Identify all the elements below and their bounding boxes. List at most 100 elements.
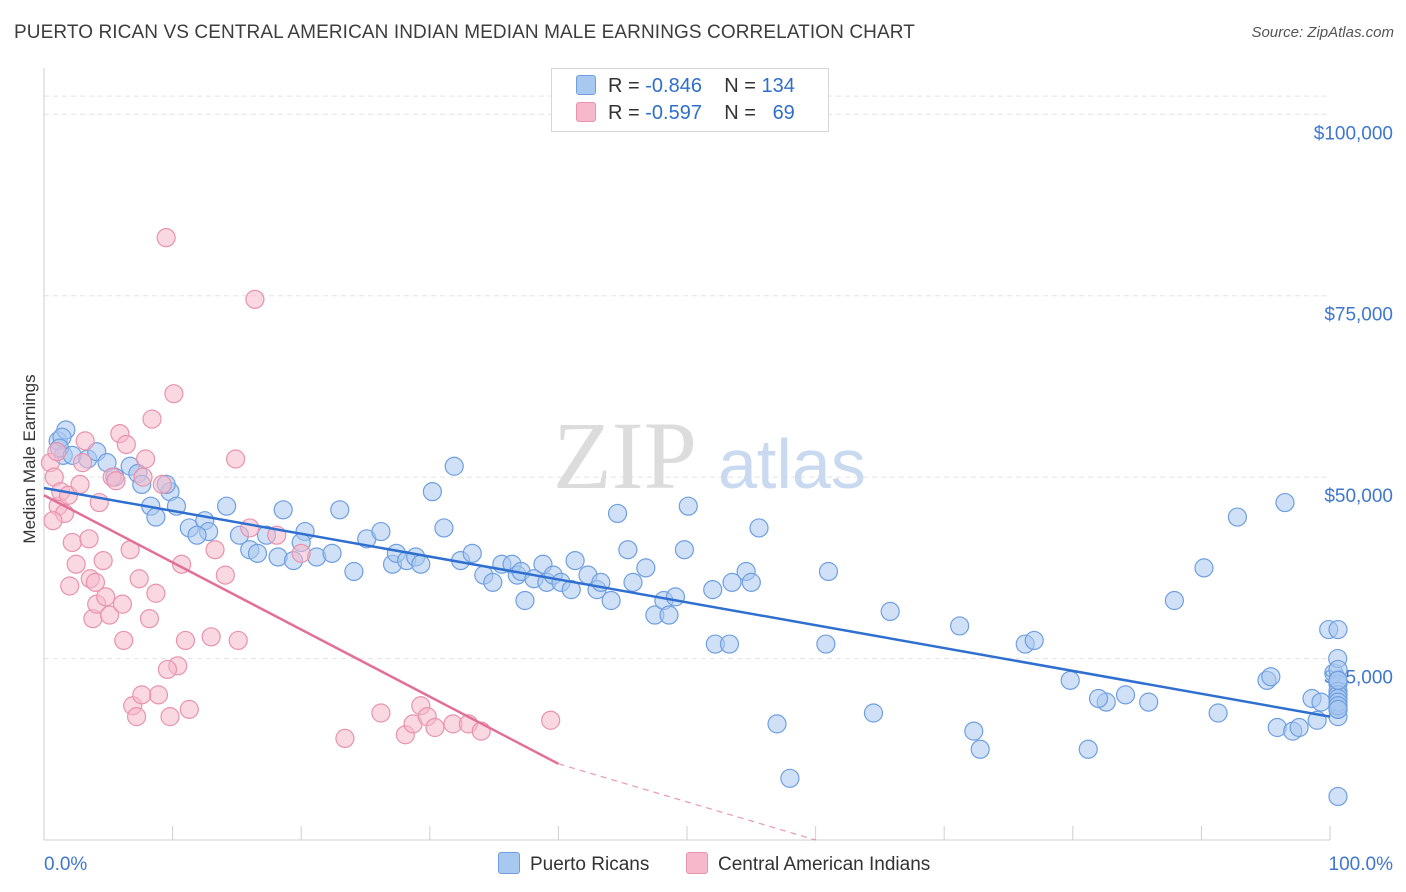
point-puerto-ricans: [964, 721, 984, 741]
legend-swatch-central-american-indians: [576, 102, 596, 122]
point-central-american-indians: [60, 576, 80, 596]
point-puerto-ricans: [623, 572, 643, 592]
point-puerto-ricans: [1328, 786, 1348, 807]
point-puerto-ricans: [749, 518, 769, 538]
legend-n-value: 134: [761, 75, 795, 97]
point-puerto-ricans: [863, 703, 884, 723]
correlation-legend: R = -0.846 N = 134 R = -0.597 N = 69: [551, 68, 829, 132]
chart-source: Source: ZipAtlas.com: [1251, 24, 1394, 41]
point-puerto-ricans: [970, 739, 990, 759]
trendline-extension-central-american-indians: [558, 763, 816, 841]
point-puerto-ricans: [950, 616, 970, 636]
point-central-american-indians: [226, 449, 246, 469]
point-puerto-ricans: [1088, 688, 1109, 709]
point-puerto-ricans: [344, 561, 364, 582]
point-puerto-ricans: [1311, 692, 1331, 712]
series-label-central-american-indians: Central American Indians: [718, 854, 931, 875]
point-central-american-indians: [146, 583, 166, 603]
legend-n-value: 69: [772, 102, 795, 124]
point-puerto-ricans: [462, 543, 482, 563]
point-puerto-ricans: [722, 572, 742, 592]
point-central-american-indians: [99, 605, 120, 625]
legend-row-puerto-ricans: R = -0.846 N = 134: [576, 75, 795, 99]
point-central-american-indians: [114, 630, 134, 651]
point-puerto-ricans: [434, 518, 454, 538]
point-central-american-indians: [85, 572, 106, 592]
series-swatch-puerto-ricans: [498, 852, 520, 874]
point-puerto-ricans: [780, 768, 800, 788]
legend-n-label: N =: [724, 75, 756, 97]
point-puerto-ricans: [767, 714, 787, 734]
point-puerto-ricans: [146, 507, 166, 527]
point-central-american-indians: [245, 289, 265, 309]
point-central-american-indians: [93, 550, 113, 571]
watermark-zip: ZIP: [553, 402, 697, 509]
point-central-american-indians: [541, 710, 561, 730]
point-puerto-ricans: [1275, 492, 1295, 513]
legend-swatch-puerto-ricans: [576, 75, 596, 95]
series-swatch-central-american-indians: [686, 852, 708, 874]
point-puerto-ricans: [371, 521, 391, 542]
point-central-american-indians: [62, 532, 82, 553]
point-puerto-ricans: [674, 540, 695, 560]
point-central-american-indians: [75, 431, 95, 451]
point-puerto-ricans: [678, 496, 698, 516]
y-tick-label: $75,000: [1324, 305, 1393, 326]
point-central-american-indians: [157, 659, 178, 680]
point-central-american-indians: [148, 685, 169, 705]
watermark-atlas: atlas: [718, 425, 866, 503]
point-central-american-indians: [179, 699, 199, 719]
point-puerto-ricans: [636, 558, 656, 578]
point-puerto-ricans: [816, 634, 836, 654]
point-puerto-ricans: [719, 634, 740, 654]
point-central-american-indians: [47, 442, 67, 462]
point-puerto-ricans: [607, 503, 628, 524]
point-puerto-ricans: [1060, 670, 1080, 690]
point-central-american-indians: [106, 471, 126, 491]
point-central-american-indians: [139, 609, 160, 629]
point-puerto-ricans: [1227, 507, 1248, 527]
trendline-puerto-ricans: [43, 486, 1331, 718]
y-tick-label: $50,000: [1324, 486, 1393, 507]
point-central-american-indians: [72, 453, 93, 473]
point-puerto-ricans: [1078, 739, 1098, 759]
point-puerto-ricans: [444, 456, 464, 476]
chart-title: PUERTO RICAN VS CENTRAL AMERICAN INDIAN …: [14, 22, 915, 43]
point-central-american-indians: [135, 449, 156, 469]
point-puerto-ricans: [273, 500, 293, 520]
legend-r-value: -0.846: [645, 75, 702, 97]
point-central-american-indians: [66, 554, 86, 574]
point-puerto-ricans: [247, 543, 268, 563]
point-central-american-indians: [132, 685, 152, 705]
point-central-american-indians: [175, 630, 196, 651]
point-central-american-indians: [156, 228, 176, 248]
point-puerto-ricans: [880, 601, 900, 622]
point-central-american-indians: [425, 717, 445, 738]
point-central-american-indians: [240, 518, 260, 538]
legend-row-central-american-indians: R = -0.597 N = 69: [576, 102, 795, 126]
y-axis-label: Median Male Earnings: [20, 374, 39, 543]
point-puerto-ricans: [483, 572, 503, 592]
point-puerto-ricans: [217, 496, 237, 516]
legend-n-label: N =: [724, 102, 756, 124]
point-puerto-ricans: [422, 482, 442, 502]
legend-r-label: R =: [608, 75, 640, 97]
point-central-american-indians: [79, 529, 99, 549]
point-central-american-indians: [142, 409, 162, 429]
x-tick-label-right: 100.0%: [1329, 854, 1394, 875]
legend-r-label: R =: [608, 102, 640, 124]
point-puerto-ricans: [1328, 619, 1348, 640]
point-central-american-indians: [152, 474, 172, 494]
point-central-american-indians: [164, 384, 184, 404]
point-central-american-indians: [335, 728, 355, 749]
point-puerto-ricans: [1139, 692, 1159, 712]
series-label-puerto-ricans: Puerto Ricans: [530, 854, 650, 875]
point-central-american-indians: [228, 630, 248, 651]
point-puerto-ricans: [1328, 670, 1348, 690]
point-puerto-ricans: [1024, 630, 1044, 651]
point-puerto-ricans: [1328, 699, 1348, 719]
point-central-american-indians: [116, 434, 136, 455]
point-central-american-indians: [215, 565, 235, 585]
point-puerto-ricans: [1115, 685, 1136, 705]
